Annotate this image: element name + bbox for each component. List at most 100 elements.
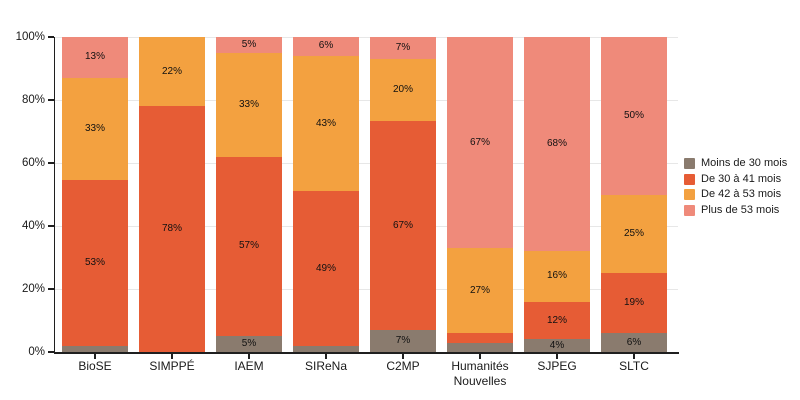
bar-segment — [447, 37, 513, 249]
bar-segment-label: 68% — [546, 138, 567, 150]
y-tick-mark-60 — [48, 162, 54, 164]
bar-segment-label: 12% — [546, 314, 567, 326]
legend-item: De 30 à 41 mois — [684, 172, 787, 188]
legend-label: Plus de 53 mois — [701, 203, 780, 216]
bar-segment — [524, 251, 590, 302]
bar-segment-label: 20% — [392, 84, 413, 96]
x-axis-label: Humanités Nouvelles — [451, 359, 509, 388]
bar-segment — [62, 77, 128, 181]
bar-segment-label: 16% — [546, 270, 567, 282]
bar-segment — [216, 52, 282, 157]
bar-segment — [370, 58, 436, 122]
y-tick-label-0: 0% — [28, 346, 45, 358]
bar-segment-label: 19% — [623, 297, 644, 309]
bar-segment — [216, 336, 282, 352]
x-axis-label: SIMPPÉ — [149, 359, 195, 373]
bar-segment — [139, 37, 205, 107]
legend-item: Plus de 53 mois — [684, 203, 787, 219]
x-axis-label: C2MP — [386, 359, 420, 373]
bar-segment-label: 7% — [395, 335, 411, 347]
bar-segment — [601, 273, 667, 334]
y-tick-label-100: 100% — [15, 31, 45, 43]
bar-segment — [447, 342, 513, 352]
legend-item: De 42 à 53 mois — [684, 187, 787, 203]
legend-item: Moins de 30 mois — [684, 156, 787, 172]
bar-segment-label: 67% — [469, 136, 490, 148]
y-tick-label-20: 20% — [21, 283, 45, 295]
bar-segment-label: 27% — [469, 284, 490, 296]
y-tick-mark-0 — [48, 351, 54, 353]
x-axis-label: SLTC — [619, 359, 649, 373]
x-tick-mark — [94, 353, 96, 359]
gridline-20 — [55, 288, 678, 290]
bar-segment-label: 5% — [241, 38, 257, 50]
y-tick-mark-100 — [48, 36, 54, 38]
legend-label: Moins de 30 mois — [701, 157, 788, 170]
x-axis-line — [53, 352, 679, 354]
y-tick-label-60: 60% — [21, 157, 45, 169]
x-tick-mark — [248, 353, 250, 359]
y-tick-mark-80 — [48, 99, 54, 101]
bar-segment-label: 50% — [623, 109, 644, 121]
bar-segment-label: 13% — [84, 51, 105, 63]
bar-segment-label: 7% — [395, 41, 411, 53]
bar-segment — [524, 301, 590, 340]
bar-segment — [601, 37, 667, 195]
gridline-80 — [55, 99, 678, 101]
bar-segment — [293, 55, 359, 192]
bar-segment-label: 25% — [623, 227, 644, 239]
bar-segment — [370, 330, 436, 352]
gridline-60 — [55, 162, 678, 164]
legend: Moins de 30 mois De 30 à 41 mois De 42 à 5… — [684, 156, 787, 218]
x-tick-mark — [171, 353, 173, 359]
bar-segment — [62, 37, 128, 78]
bar-segment-label: 6% — [318, 40, 334, 52]
y-axis-line — [53, 37, 55, 353]
bar-segment — [139, 106, 205, 352]
x-axis-label: SJPEG — [537, 359, 577, 373]
bar-segment — [524, 339, 590, 352]
bar-segment-label: 33% — [84, 123, 105, 134]
x-axis-label: SIReNa — [304, 359, 348, 373]
x-axis-label: IAEM — [234, 359, 264, 373]
y-tick-mark-40 — [48, 225, 54, 227]
bar-segment-label: 57% — [238, 240, 259, 252]
bar-segment-label: 53% — [84, 257, 105, 269]
x-tick-mark — [402, 353, 404, 359]
bar-segment — [601, 333, 667, 352]
x-axis-label: BioSE — [78, 359, 112, 373]
bar-segment — [601, 194, 667, 274]
bar-segment-label: 22% — [161, 65, 182, 77]
bar-segment-label: 4% — [549, 339, 565, 351]
x-tick-mark — [325, 353, 327, 359]
bar-segment — [370, 121, 436, 331]
bar-segment-label: 6% — [626, 336, 642, 348]
bar-segment — [216, 156, 282, 337]
y-tick-mark-20 — [48, 288, 54, 290]
bar-segment-label: 43% — [315, 117, 336, 129]
bar-segment — [524, 37, 590, 252]
bar-segment — [62, 345, 128, 352]
bar-segment-label: 78% — [161, 223, 182, 235]
bar-segment-label: 5% — [241, 338, 257, 350]
bar-segment — [293, 345, 359, 352]
bar-segment-label: 67% — [392, 219, 413, 231]
legend-label: De 42 à 53 mois — [701, 188, 782, 201]
legend-swatch — [684, 189, 695, 201]
bar-segment — [370, 37, 436, 59]
y-tick-label-40: 40% — [21, 220, 45, 232]
gridline-100 — [55, 36, 678, 38]
x-tick-mark — [556, 353, 558, 359]
bar-segment — [447, 248, 513, 334]
legend-swatch — [684, 204, 695, 216]
legend-swatch — [684, 158, 695, 170]
bar-segment-label: 49% — [315, 262, 336, 274]
bar-segment — [293, 37, 359, 56]
bar-segment — [293, 191, 359, 346]
gridline-40 — [55, 225, 678, 227]
legend-label: De 30 à 41 mois — [701, 172, 782, 185]
bar-segment-label: 33% — [238, 98, 259, 110]
legend-swatch — [684, 173, 695, 185]
bar-segment — [62, 180, 128, 346]
